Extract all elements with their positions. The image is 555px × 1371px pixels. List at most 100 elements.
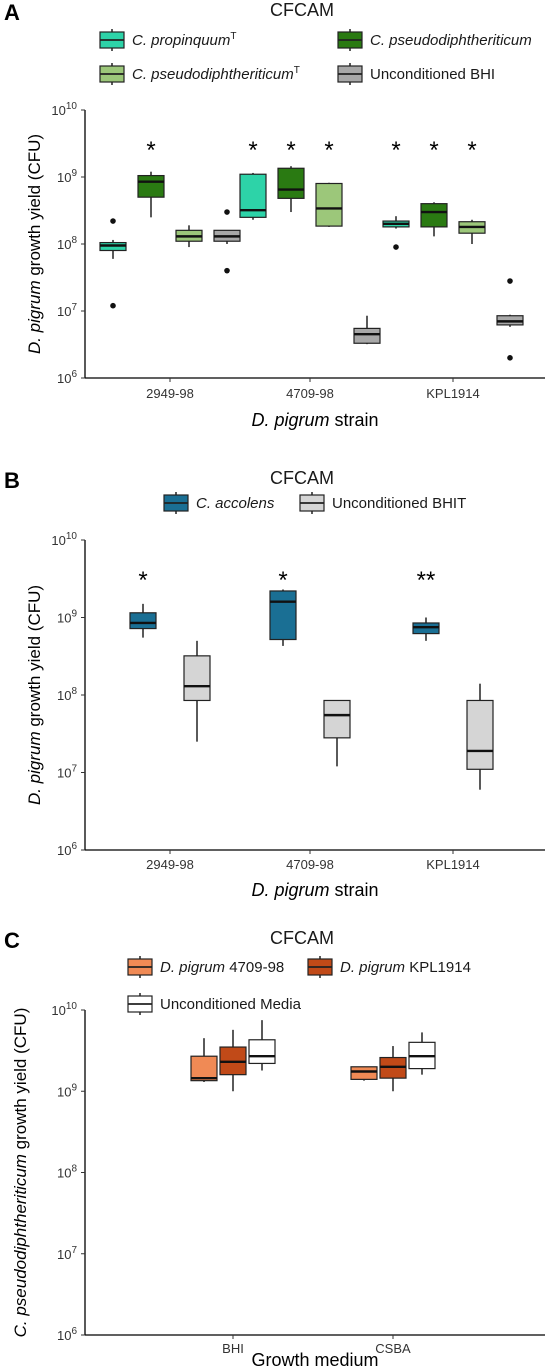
x-tick-label: 4709-98 — [286, 386, 334, 401]
y-tick-label: 108 — [57, 235, 77, 252]
legend-item: D. pigrum 4709-98 — [127, 956, 284, 978]
x-tick-label: 4709-98 — [286, 857, 334, 872]
box-kpl1914-2 — [458, 219, 486, 244]
box-body — [315, 182, 343, 227]
y-axis-title: C. pseudodiphtheriticum growth yield (CF… — [11, 1008, 30, 1338]
box-2949-98-1 — [183, 640, 211, 742]
x-tick-label: CSBA — [375, 1341, 411, 1356]
panel-b: B CFCAM C. accolens Unconditioned BHIT 1010 1… — [4, 468, 545, 900]
box-body — [248, 1039, 276, 1065]
outlier-point — [224, 267, 230, 274]
y-tick-label: 108 — [57, 1164, 77, 1181]
significance-star: * — [286, 137, 295, 164]
y-tick-label: 106 — [57, 841, 77, 858]
panel-c: C CFCAM D. pigrum 4709-98 D. pigrum KPL1914… — [4, 928, 545, 1370]
x-tick-label: KPL1914 — [426, 386, 480, 401]
outlier-point — [110, 218, 116, 224]
legend-item: Unconditioned BHIT — [299, 492, 466, 514]
legend-label: C. pseudodiphtheriticum — [370, 32, 532, 49]
outlier-point — [393, 244, 399, 250]
y-tick-label: 109 — [57, 168, 77, 185]
y-tick-label: 108 — [57, 686, 77, 703]
significance-star: * — [391, 137, 400, 164]
y-tick-label: 1010 — [51, 101, 77, 118]
legend-item: Unconditioned BHI — [337, 63, 495, 85]
y-tick-label: 107 — [57, 1245, 77, 1262]
significance-star: ** — [417, 567, 436, 594]
box-body — [466, 699, 494, 770]
box-2949-98-3 — [213, 209, 241, 274]
legend-label: Unconditioned BHI — [370, 66, 495, 83]
panel-letter: C — [4, 928, 20, 953]
box-bhi-1 — [219, 1029, 247, 1092]
legend-label: Unconditioned Media — [160, 996, 302, 1013]
box-csba-2 — [408, 1032, 436, 1075]
legend-title: CFCAM — [270, 0, 334, 20]
box-4709-98-3 — [353, 315, 381, 345]
legend-label: D. pigrum 4709-98 — [160, 959, 284, 976]
box-2949-98-1 — [137, 171, 165, 218]
legend-label: C. accolens — [196, 495, 275, 512]
y-tick-label: 107 — [57, 302, 77, 319]
legend-item: C. propinquumT — [99, 29, 237, 51]
box-2949-98-2 — [175, 225, 203, 248]
legend-label: D. pigrum KPL1914 — [340, 959, 471, 976]
significance-star: * — [324, 137, 333, 164]
legend-title: CFCAM — [270, 928, 334, 948]
legend-label: Unconditioned BHIT — [332, 495, 466, 512]
x-axis-title: D. pigrum strain — [251, 880, 378, 900]
box-4709-98-2 — [315, 182, 343, 227]
outlier-point — [507, 278, 513, 284]
x-tick-label: KPL1914 — [426, 857, 480, 872]
box-4709-98-0 — [239, 172, 267, 220]
box-kpl1914-0 — [412, 617, 440, 641]
y-tick-label: 107 — [57, 764, 77, 781]
significance-star: * — [248, 137, 257, 164]
legend-label: C. propinquumT — [132, 31, 237, 49]
box-body — [277, 167, 305, 199]
legend-item: C. pseudodiphtheriticum — [337, 29, 532, 51]
box-kpl1914-1 — [420, 202, 448, 237]
box-body — [269, 590, 297, 641]
significance-star: * — [278, 567, 287, 594]
panel-a: A CFCAM C. propinquumT C. pseudodiphtheriti… — [4, 0, 545, 430]
x-tick-label: BHI — [222, 1341, 244, 1356]
y-axis-title: D. pigrum growth yield (CFU) — [25, 134, 44, 354]
box-bhi-0 — [190, 1038, 218, 1082]
significance-star: * — [429, 137, 438, 164]
box-kpl1914-1 — [466, 683, 494, 790]
x-tick-label: 2949-98 — [146, 857, 194, 872]
box-kpl1914-0 — [382, 216, 410, 250]
y-tick-label: 109 — [57, 1082, 77, 1099]
box-body — [350, 1066, 378, 1080]
box-body — [137, 174, 165, 198]
y-tick-label: 106 — [57, 369, 77, 386]
significance-star: * — [467, 137, 476, 164]
box-kpl1914-3 — [496, 278, 524, 361]
y-tick-label: 1010 — [51, 1001, 77, 1018]
outlier-point — [507, 355, 513, 361]
legend-item: C. pseudodiphtheriticumT — [99, 63, 300, 85]
box-body — [183, 655, 211, 702]
box-4709-98-0 — [269, 589, 297, 646]
box-4709-98-1 — [323, 699, 351, 767]
box-body — [420, 203, 448, 228]
box-2949-98-0 — [99, 218, 127, 309]
box-body — [129, 612, 157, 630]
panel-letter: B — [4, 468, 20, 493]
box-csba-0 — [350, 1066, 378, 1081]
legend-title: CFCAM — [270, 468, 334, 488]
x-axis-title: Growth medium — [251, 1350, 378, 1370]
box-bhi-2 — [248, 1020, 276, 1071]
box-2949-98-0 — [129, 603, 157, 638]
y-tick-label: 109 — [57, 609, 77, 626]
legend-label: C. pseudodiphtheriticumT — [132, 65, 300, 83]
outlier-point — [110, 302, 116, 309]
y-axis-title: D. pigrum growth yield (CFU) — [25, 585, 44, 805]
y-tick-label: 1010 — [51, 531, 77, 548]
x-axis-title: D. pigrum strain — [251, 410, 378, 430]
significance-star: * — [146, 137, 155, 164]
legend-item: Unconditioned Media — [127, 993, 302, 1015]
box-body — [323, 699, 351, 739]
